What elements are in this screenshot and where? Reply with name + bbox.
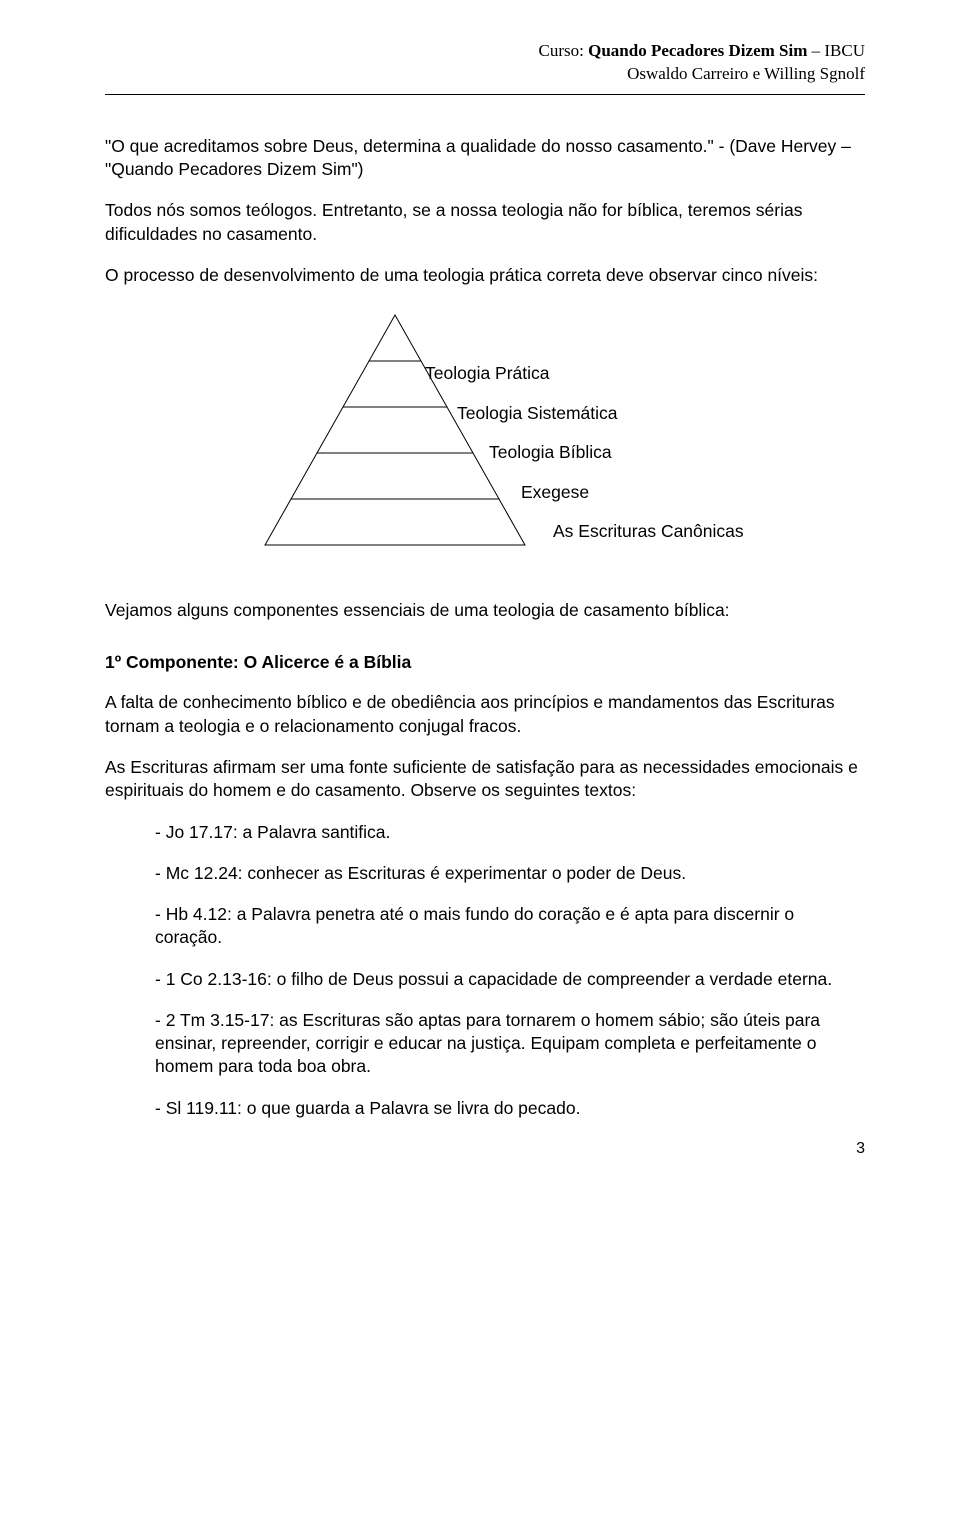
paragraph-intro-2: O processo de desenvolvimento de uma teo… [105, 264, 865, 287]
list-item: - Jo 17.17: a Palavra santifica. [155, 821, 865, 844]
document-page: Curso: Quando Pecadores Dizem Sim – IBCU… [0, 0, 960, 1198]
pyramid-label-1: Teologia Prática [425, 365, 744, 383]
authors-line: Oswaldo Carreiro e Willing Sgnolf [105, 63, 865, 86]
list-item: - Mc 12.24: conhecer as Escrituras é exp… [155, 862, 865, 885]
list-item: - Sl 119.11: o que guarda a Palavra se l… [155, 1097, 865, 1120]
scripture-list: - Jo 17.17: a Palavra santifica. - Mc 12… [105, 821, 865, 1120]
quote-text: "O que acreditamos sobre Deus, determina… [105, 136, 714, 156]
pyramid-label-2: Teologia Sistemática [457, 405, 744, 423]
pyramid-labels: Teologia Prática Teologia Sistemática Te… [425, 365, 744, 541]
paragraph-intro-1: Todos nós somos teólogos. Entretanto, se… [105, 199, 865, 246]
list-item: - 2 Tm 3.15-17: as Escrituras são aptas … [155, 1009, 865, 1079]
course-line: Curso: Quando Pecadores Dizem Sim – IBCU [105, 40, 865, 63]
quote-block: "O que acreditamos sobre Deus, determina… [105, 135, 865, 182]
pyramid-label-5: As Escrituras Canônicas [553, 523, 744, 541]
page-header: Curso: Quando Pecadores Dizem Sim – IBCU… [105, 40, 865, 86]
section1-para2: As Escrituras afirmam ser uma fonte sufi… [105, 756, 865, 803]
pyramid-diagram: Teologia Prática Teologia Sistemática Te… [105, 305, 865, 565]
page-number: 3 [105, 1140, 865, 1158]
course-suffix: – IBCU [807, 41, 865, 60]
section1-para1: A falta de conhecimento bíblico e de obe… [105, 691, 865, 738]
list-item: - 1 Co 2.13-16: o filho de Deus possui a… [155, 968, 865, 991]
course-title: Quando Pecadores Dizem Sim [588, 41, 807, 60]
pyramid-label-4: Exegese [521, 484, 744, 502]
pyramid-label-3: Teologia Bíblica [489, 444, 744, 462]
header-divider [105, 94, 865, 95]
section-heading-1: 1º Componente: O Alicerce é a Bíblia [105, 652, 865, 673]
list-item: - Hb 4.12: a Palavra penetra até o mais … [155, 903, 865, 950]
paragraph-transition: Vejamos alguns componentes essenciais de… [105, 599, 865, 622]
course-label: Curso: [539, 41, 589, 60]
